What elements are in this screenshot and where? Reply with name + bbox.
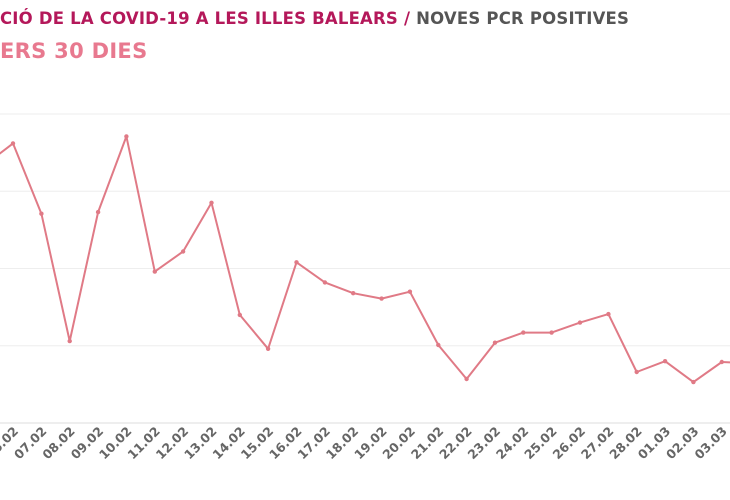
data-point[interactable] xyxy=(464,376,469,382)
chart-title-sub: NOVES PCR POSITIVES xyxy=(416,9,630,28)
data-point[interactable] xyxy=(10,141,16,146)
data-point[interactable] xyxy=(492,340,498,345)
data-point[interactable] xyxy=(379,296,384,301)
data-point[interactable] xyxy=(152,269,157,274)
data-point[interactable] xyxy=(634,369,639,375)
x-tick-label: 03.03 xyxy=(691,424,730,463)
chart-title-main: CIÓ DE LA COVID-19 A LES ILLES BALEARS xyxy=(0,9,399,28)
data-point[interactable] xyxy=(322,280,328,285)
data-point[interactable] xyxy=(407,289,413,294)
data-point[interactable] xyxy=(180,249,186,254)
chart-title-separator: / xyxy=(398,9,417,28)
data-point[interactable] xyxy=(209,200,214,205)
data-point[interactable] xyxy=(265,346,271,351)
data-point[interactable] xyxy=(351,291,356,296)
x-axis-tick-labels: 6.0207.0208.0209.0210.0211.0212.0213.021… xyxy=(0,424,730,463)
data-point[interactable] xyxy=(436,342,441,348)
series-line-group xyxy=(0,135,730,384)
chart-title: CIÓ DE LA COVID-19 A LES ILLES BALEARS /… xyxy=(0,9,629,28)
data-point[interactable] xyxy=(124,134,129,139)
data-point[interactable] xyxy=(67,338,72,344)
data-point[interactable] xyxy=(691,379,696,385)
data-point[interactable] xyxy=(95,209,101,215)
data-point[interactable] xyxy=(549,330,554,335)
data-point[interactable] xyxy=(237,312,242,318)
data-point[interactable] xyxy=(521,330,526,335)
grid-lines xyxy=(0,113,730,424)
data-point[interactable] xyxy=(662,359,668,364)
data-point[interactable] xyxy=(39,211,44,216)
chart-subtitle: ERS 30 DIES xyxy=(0,39,148,63)
data-points xyxy=(10,134,724,385)
data-point[interactable] xyxy=(606,311,611,317)
series-line xyxy=(0,135,730,384)
data-point[interactable] xyxy=(719,359,724,365)
data-point[interactable] xyxy=(577,320,583,325)
data-point[interactable] xyxy=(294,260,299,265)
